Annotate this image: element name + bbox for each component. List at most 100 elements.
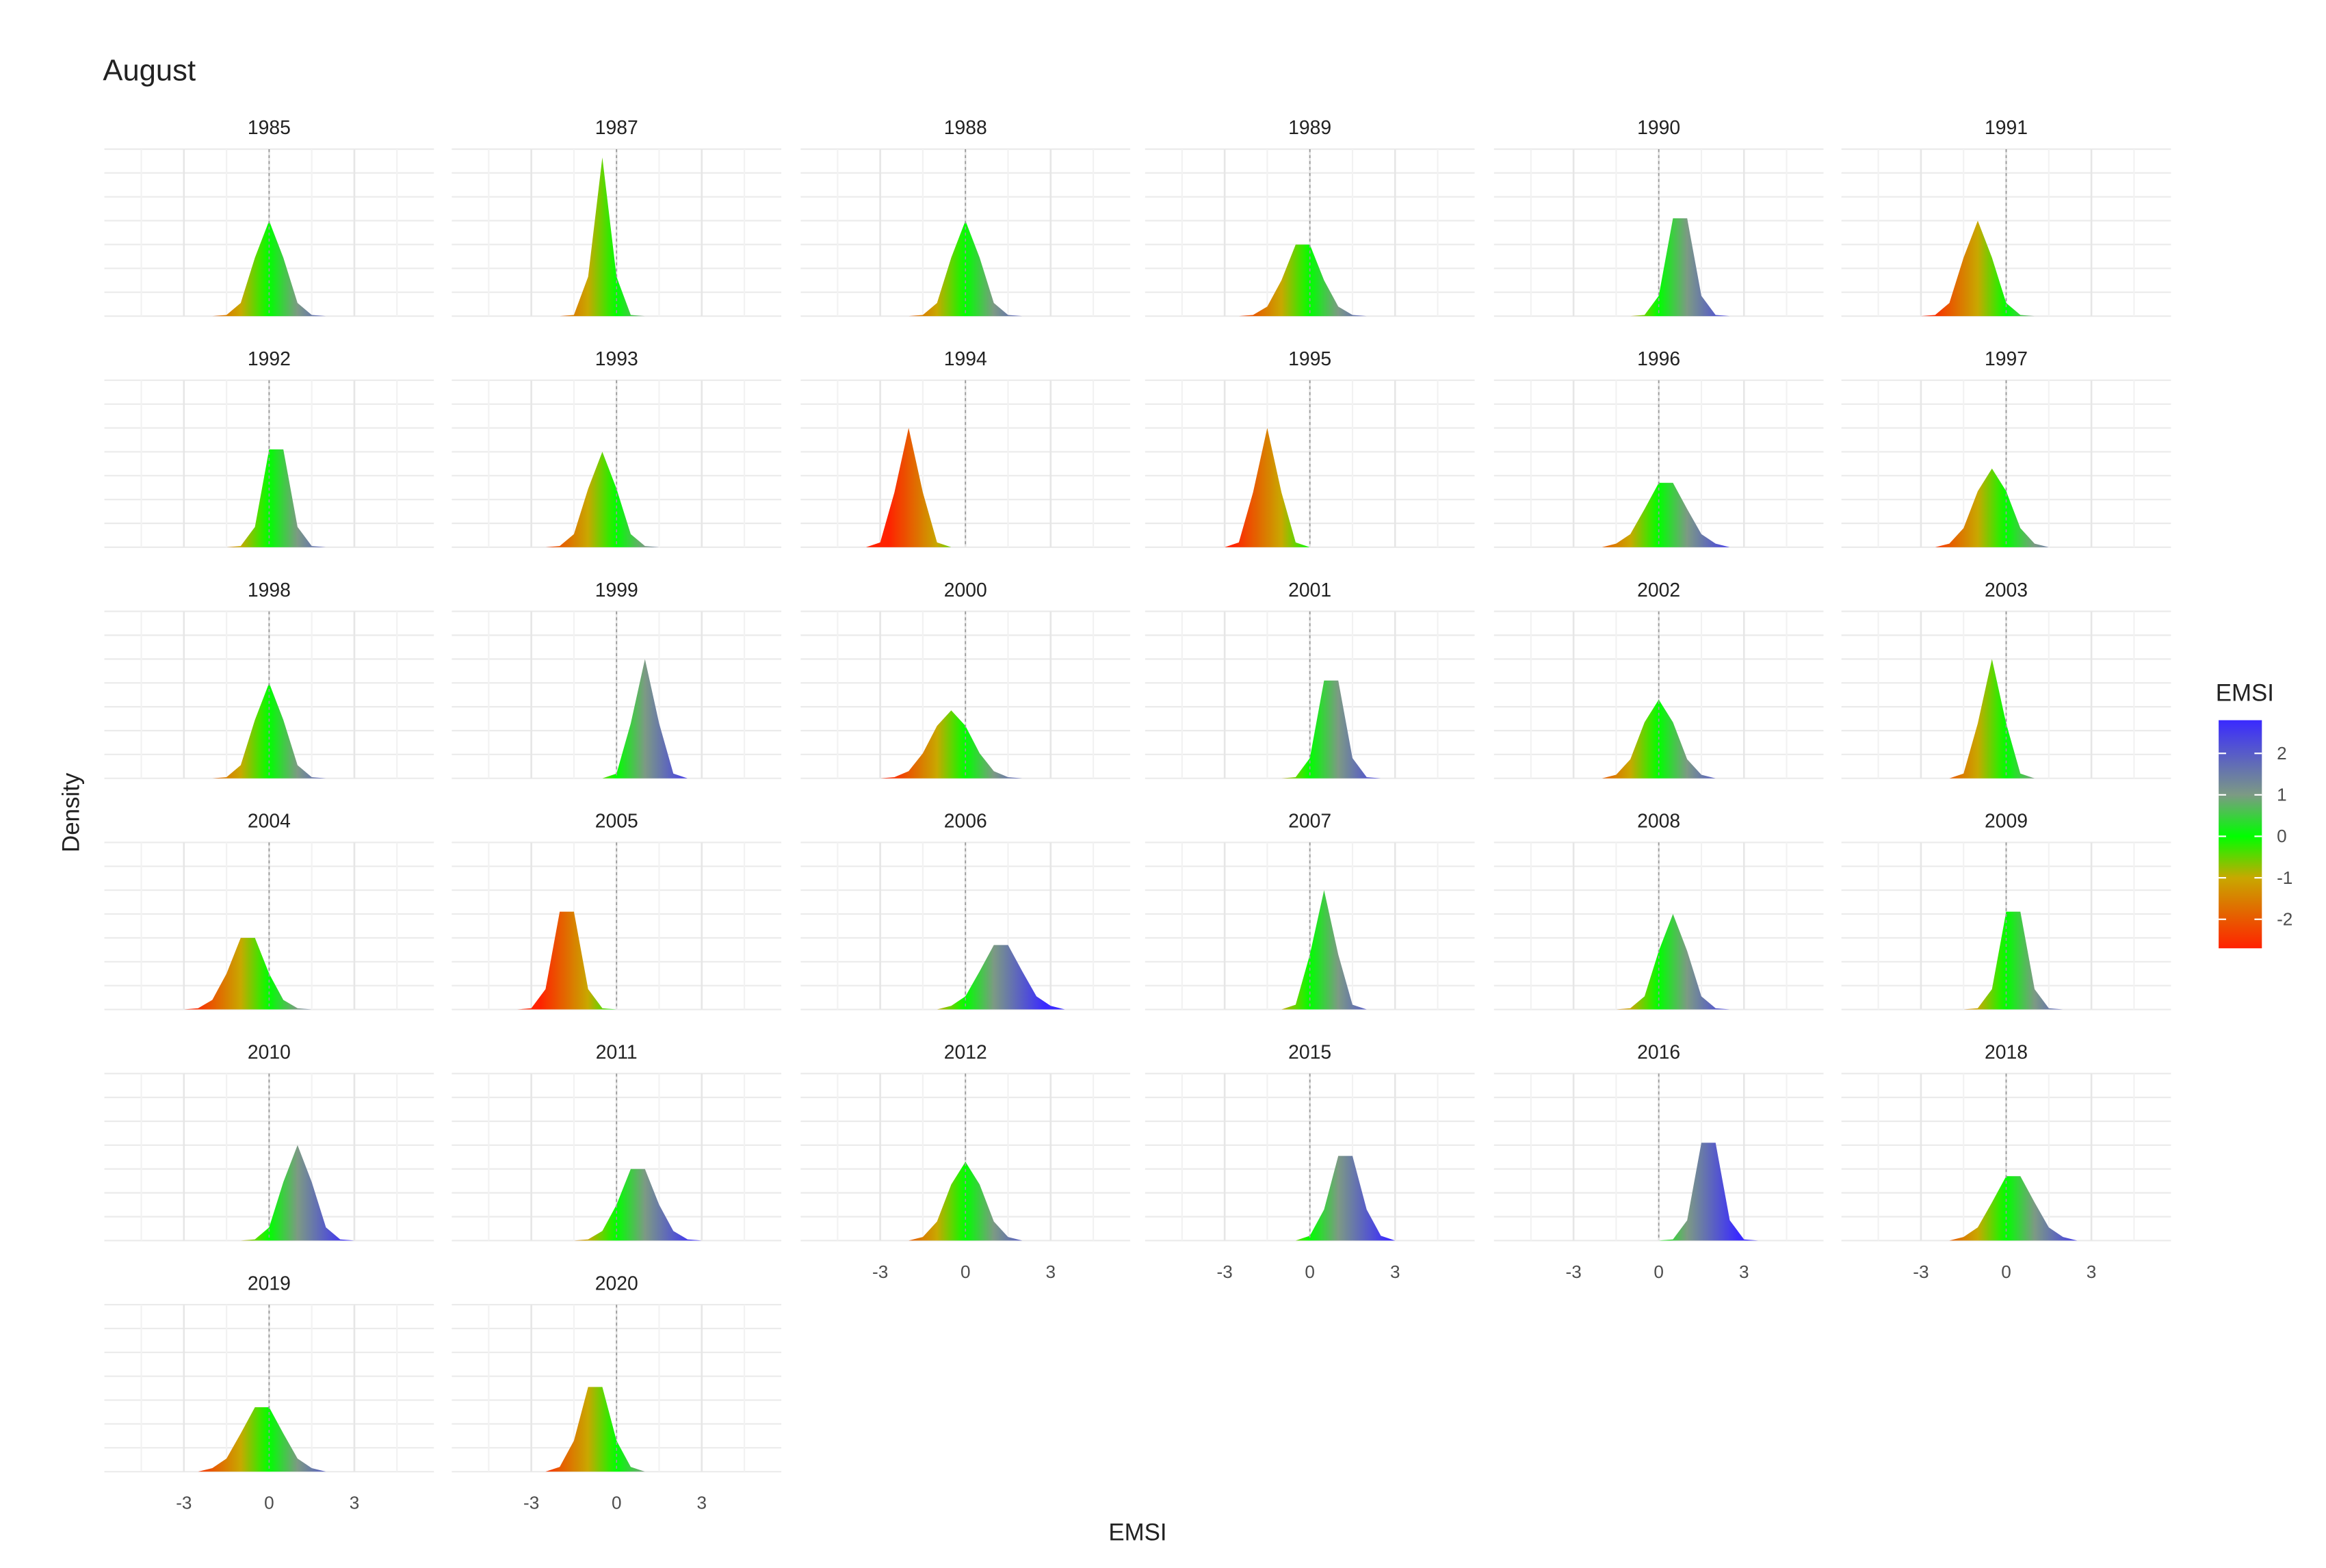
density-area	[170, 937, 383, 1010]
x-tick-label: -3	[872, 1262, 888, 1282]
x-tick-label: 0	[961, 1262, 971, 1282]
x-axis-label: EMSI	[1108, 1519, 1166, 1545]
density-area	[865, 945, 1080, 1010]
y-axis-label: Density	[58, 772, 85, 852]
strip-label: 2019	[248, 1272, 291, 1294]
strip-label: 2002	[1637, 579, 1680, 601]
panel: 2010	[104, 1041, 434, 1242]
panel: 1994	[800, 348, 1131, 548]
panel: 2018 -3 0 3	[1841, 1041, 2171, 1282]
colorbar-tick-label: -2	[2277, 909, 2292, 929]
strip-label: 1988	[944, 117, 987, 139]
density-area	[1907, 220, 2120, 317]
density-area	[1210, 428, 1424, 547]
density-area	[1210, 680, 1424, 779]
density-area	[170, 449, 383, 547]
strip-label: 2012	[944, 1041, 987, 1063]
x-tick-label: -3	[1216, 1262, 1232, 1282]
panel: 2008	[1493, 811, 1824, 1010]
density-area	[517, 1387, 731, 1472]
strip-label: 2015	[1288, 1041, 1331, 1063]
density-area	[517, 659, 731, 779]
x-tick-label: 3	[697, 1493, 707, 1513]
strip-label: 2007	[1288, 811, 1331, 833]
panel: 2001	[1145, 579, 1475, 779]
panel: 2009	[1841, 811, 2171, 1010]
density-area	[170, 1145, 383, 1241]
strip-label: 1996	[1637, 348, 1680, 370]
density-area	[1210, 1155, 1424, 1241]
density-area	[170, 683, 383, 779]
strip-label: 1993	[595, 348, 638, 370]
strip-label: 1994	[944, 348, 987, 370]
x-tick-label: 3	[1046, 1262, 1056, 1282]
strip-label: 1998	[248, 579, 291, 601]
panel: 1992	[104, 348, 434, 548]
x-tick-label: -3	[176, 1493, 192, 1513]
panel: 2002	[1493, 579, 1824, 779]
density-area	[1210, 890, 1424, 1010]
panel: 1989	[1145, 117, 1475, 317]
strip-label: 2008	[1637, 811, 1680, 833]
x-tick-label: -3	[523, 1493, 539, 1513]
density-area	[1210, 244, 1424, 317]
panel: 2012 -3 0 3	[800, 1041, 1131, 1282]
x-tick-label: 0	[612, 1493, 622, 1513]
colorbar-tick-label: 2	[2277, 743, 2287, 763]
strip-label: 1992	[248, 348, 291, 370]
density-area	[1907, 911, 2120, 1010]
panel: 1999	[452, 579, 782, 779]
density-area	[517, 1168, 731, 1241]
density-area	[1559, 482, 1773, 547]
strip-label: 2000	[944, 579, 987, 601]
density-area	[1907, 468, 2120, 547]
density-area	[1559, 1142, 1773, 1241]
colorbar-tick-label: -1	[2277, 867, 2292, 888]
x-tick-label: -3	[1913, 1262, 1929, 1282]
panel: 2003	[1841, 579, 2171, 779]
density-area	[1907, 659, 2120, 779]
panel: 2005	[452, 811, 782, 1010]
strip-label: 2016	[1637, 1041, 1680, 1063]
x-tick-label: 0	[1305, 1262, 1315, 1282]
density-area	[1907, 1176, 2120, 1241]
strip-label: 2005	[595, 811, 638, 833]
strip-label: 1995	[1288, 348, 1331, 370]
chart-title: August	[103, 55, 196, 88]
x-tick-label: 3	[1739, 1262, 1749, 1282]
panel: 2000	[800, 579, 1131, 779]
x-tick-label: 3	[1390, 1262, 1400, 1282]
colorbar-tick-label: 1	[2277, 785, 2287, 805]
panel: 1988	[800, 117, 1131, 317]
strip-label: 2018	[1985, 1041, 2028, 1063]
panel: 1996	[1493, 348, 1824, 548]
panel: 1985	[104, 117, 434, 317]
density-area	[1559, 914, 1773, 1010]
colorbar-tick-label: 0	[2277, 826, 2287, 846]
x-tick-label: 0	[264, 1493, 274, 1513]
x-tick-label: 3	[2087, 1262, 2097, 1282]
panel: 2004	[104, 811, 434, 1010]
panel: 1991	[1841, 117, 2171, 317]
strip-label: 2004	[248, 811, 291, 833]
strip-label: 1991	[1985, 117, 2028, 139]
panel: 2007	[1145, 811, 1475, 1010]
density-area	[517, 452, 731, 547]
panel: 1998	[104, 579, 434, 779]
density-area	[170, 1407, 383, 1472]
strip-label: 2020	[595, 1272, 638, 1294]
x-tick-label: 0	[2001, 1262, 2011, 1282]
panel: 1993	[452, 348, 782, 548]
density-area	[1559, 699, 1773, 779]
panel: 2015 -3 0 3	[1145, 1041, 1475, 1282]
panel: 1987	[452, 117, 782, 317]
panel: 2020 -3 0 3	[452, 1272, 782, 1513]
density-area	[517, 911, 731, 1010]
x-tick-label: 3	[350, 1493, 360, 1513]
density-area	[865, 428, 1080, 547]
density-area	[865, 220, 1080, 317]
strip-label: 2009	[1985, 811, 2028, 833]
legend-title: EMSI	[2216, 679, 2274, 706]
